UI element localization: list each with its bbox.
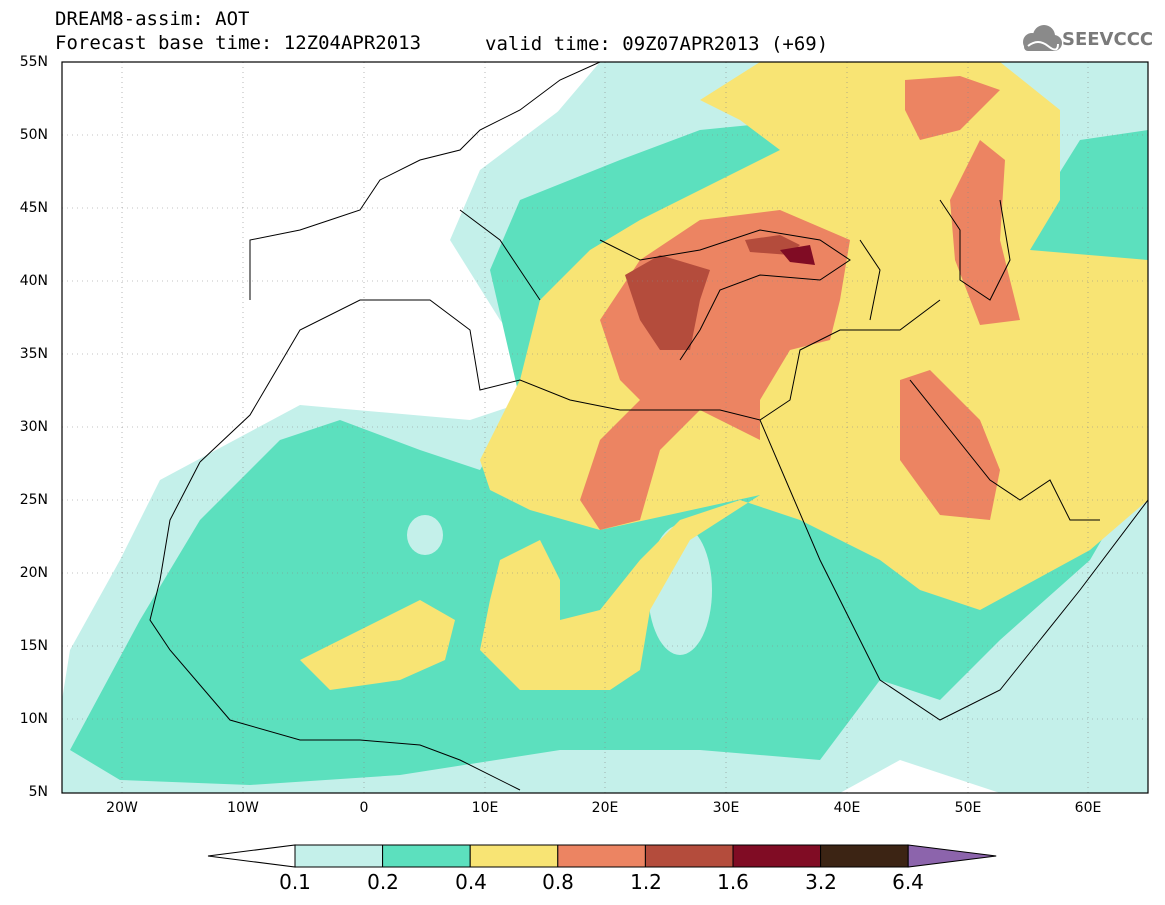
lon-label: 60E: [1074, 800, 1102, 816]
lat-label: 20N: [19, 565, 48, 581]
colorbar-label: 1.6: [717, 870, 749, 894]
lat-label: 50N: [19, 127, 48, 143]
colorbar-label: 0.1: [279, 870, 311, 894]
lat-label: 45N: [19, 200, 48, 216]
lat-label: 5N: [28, 784, 48, 800]
lon-label: 40E: [833, 800, 861, 816]
colorbar-label: 0.2: [367, 870, 399, 894]
lat-label: 55N: [19, 54, 48, 70]
colorbar-label: 0.4: [455, 870, 487, 894]
colorbar-label: 0.8: [542, 870, 574, 894]
lat-label: 10N: [19, 711, 48, 727]
lat-label: 35N: [19, 346, 48, 362]
lat-label: 40N: [19, 273, 48, 289]
colorbar-label: 1.2: [630, 870, 662, 894]
logo-text: SEEVCCC: [1062, 29, 1154, 50]
lon-label: 20W: [106, 800, 138, 816]
lat-label: 30N: [19, 419, 48, 435]
cloud-logo-icon: [1023, 25, 1062, 51]
coastlines: [149, 62, 1148, 791]
colorbar-label: 6.4: [892, 870, 924, 894]
lat-label: 15N: [19, 638, 48, 654]
forecast-base-time: Forecast base time: 12Z04APR2013: [55, 32, 422, 54]
colorbar-label: 3.2: [805, 870, 837, 894]
chart-title: DREAM8-assim: AOT: [55, 8, 250, 30]
gridlines: [62, 62, 1148, 793]
lon-label: 30E: [712, 800, 740, 816]
valid-time: valid time: 09Z07APR2013 (+69): [485, 33, 829, 55]
lon-label: 20E: [591, 800, 619, 816]
lon-label: 10E: [471, 800, 499, 816]
lon-label: 10W: [227, 800, 259, 816]
lon-label: 0: [359, 800, 369, 816]
lat-label: 25N: [19, 492, 48, 508]
lon-label: 50E: [954, 800, 982, 816]
